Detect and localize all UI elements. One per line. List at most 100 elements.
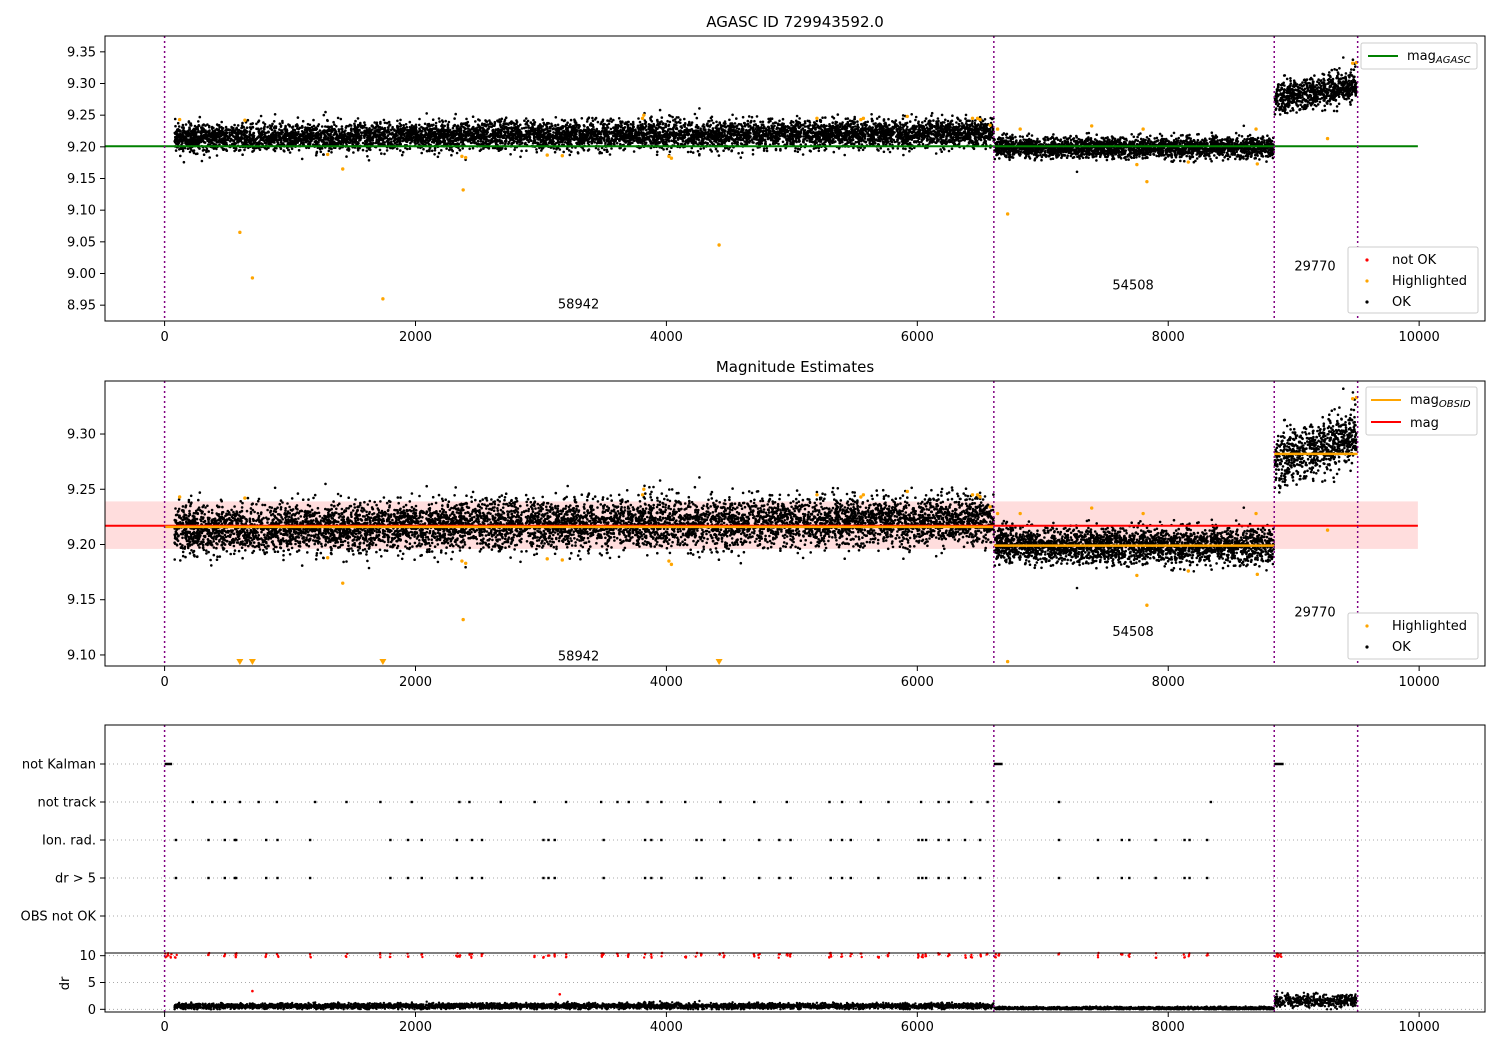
ok-point [896, 147, 900, 150]
ok-point [803, 137, 807, 141]
ok-point [924, 146, 927, 150]
ok-point [691, 151, 695, 154]
ok-point [550, 122, 553, 126]
ok-point [834, 140, 837, 143]
ok-point [476, 123, 480, 127]
ok-point [332, 120, 335, 124]
ok-point [845, 142, 849, 145]
ok-point [658, 108, 662, 112]
ok-point [694, 125, 698, 129]
ok-point [538, 133, 541, 136]
ok-point [379, 120, 382, 124]
ok-point [440, 119, 444, 122]
ok-point [434, 124, 438, 128]
ok-point [297, 148, 301, 152]
ok-point [735, 117, 738, 120]
ok-point [473, 129, 476, 133]
ok-point [234, 146, 238, 150]
ok-point [597, 148, 600, 151]
ok-point [249, 127, 253, 131]
ok-point [479, 148, 483, 151]
ok-point [824, 116, 827, 119]
ok-point [259, 114, 263, 118]
ok-point [749, 120, 753, 124]
ok-point [220, 120, 223, 124]
ok-point [501, 141, 504, 145]
ok-point [241, 153, 244, 156]
ok-point [527, 126, 530, 129]
ok-point [447, 120, 451, 124]
ok-point [552, 131, 555, 134]
ok-point [710, 115, 714, 119]
ok-point [846, 117, 850, 120]
ok-point [567, 149, 571, 152]
ok-point [743, 124, 747, 127]
ok-point [774, 147, 778, 151]
ok-point [373, 121, 377, 124]
ok-point [979, 138, 983, 142]
ok-point [803, 121, 807, 125]
ok-point [940, 113, 944, 117]
ok-point [866, 132, 870, 136]
ok-point [924, 123, 928, 127]
ok-point [477, 143, 481, 146]
ok-point [542, 121, 545, 125]
ok-point [523, 119, 526, 122]
ok-point [908, 120, 912, 123]
ok-point [746, 119, 750, 123]
ok-point [622, 148, 625, 152]
ok-point [902, 147, 905, 150]
ok-point [901, 114, 905, 117]
ok-point [695, 116, 699, 120]
ok-point [614, 127, 618, 131]
ok-point [553, 150, 557, 154]
ok-point [632, 150, 636, 153]
ok-point [769, 138, 773, 142]
ok-point [910, 113, 913, 116]
ok-point [906, 125, 909, 129]
ok-point [702, 123, 705, 126]
ok-point [615, 141, 619, 145]
ok-point [751, 148, 755, 152]
ok-point [267, 138, 271, 141]
ok-point [218, 124, 221, 127]
ok-point [262, 121, 265, 124]
ok-point [570, 150, 573, 154]
ok-point [418, 129, 422, 133]
ok-point [832, 150, 836, 154]
ok-point [604, 141, 607, 145]
ok-point [237, 149, 241, 152]
ok-point [755, 142, 758, 145]
ok-point [450, 153, 453, 157]
ok-point [263, 122, 267, 126]
ok-point [643, 122, 647, 125]
ok-point [402, 132, 405, 135]
ok-point [773, 121, 777, 124]
ok-point [608, 153, 612, 156]
ok-point [655, 153, 659, 157]
ok-point [961, 122, 964, 125]
ok-point [401, 150, 405, 154]
ok-point [519, 155, 522, 159]
ok-point [535, 150, 539, 154]
ok-point [533, 138, 536, 142]
ok-point [799, 135, 803, 138]
ok-point [828, 143, 832, 146]
ok-point [255, 122, 258, 126]
ok-point [186, 147, 190, 150]
ok-point [399, 118, 402, 122]
ok-point [828, 141, 831, 144]
ok-point [322, 113, 326, 117]
ok-point [383, 141, 386, 144]
ok-point [856, 120, 859, 123]
ok-point [675, 121, 678, 124]
ok-point [857, 148, 861, 152]
ok-point [644, 141, 648, 145]
ok-point [335, 125, 338, 128]
ok-point [828, 125, 831, 128]
ok-point [930, 114, 933, 117]
ok-point [856, 123, 859, 126]
ok-point [926, 122, 930, 125]
ok-point [974, 136, 977, 139]
ok-point [904, 147, 907, 151]
